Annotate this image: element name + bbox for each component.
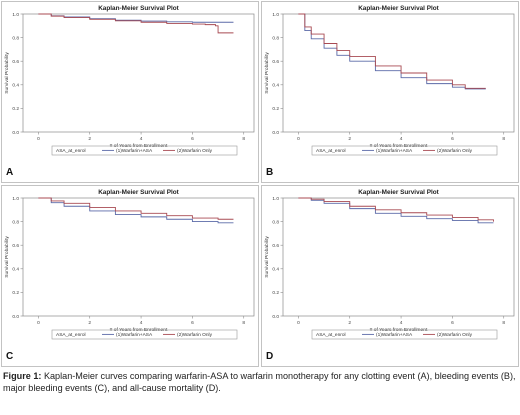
figure-grid: Kaplan-Meier Survival Plot 0.0 0.2 0.4 0.6 0.… bbox=[0, 0, 520, 368]
x-tick-label: 6 bbox=[451, 320, 454, 326]
y-axis-label: Survival Probability bbox=[4, 52, 10, 94]
y-tick-label: 0.4 bbox=[272, 83, 279, 89]
x-tick-label: 2 bbox=[88, 320, 91, 326]
x-tick-label: 2 bbox=[348, 320, 351, 326]
panel-frame bbox=[261, 185, 519, 367]
legend-box bbox=[311, 145, 498, 156]
y-tick-label: 0.6 bbox=[12, 59, 19, 65]
panel-letter: A bbox=[6, 167, 13, 178]
x-tick-label: 4 bbox=[400, 136, 403, 142]
y-tick-label: 0.6 bbox=[272, 243, 279, 249]
plot-area-frame bbox=[22, 197, 255, 317]
x-tick-label: 0 bbox=[297, 136, 300, 142]
legend-title: ASA_at_enrol bbox=[56, 148, 86, 154]
panel-frame bbox=[1, 1, 259, 183]
km-panel-a: Kaplan-Meier Survival Plot 0.0 0.2 0.4 0.6 0.… bbox=[0, 0, 260, 184]
legend-entry: (2)Warfarin Only bbox=[177, 332, 213, 338]
legend-entry: (2)Warfarin Only bbox=[437, 148, 473, 154]
y-tick-label: 0.6 bbox=[272, 59, 279, 65]
panel-letter: B bbox=[266, 167, 273, 178]
series-line-warfarin-asa bbox=[298, 197, 494, 224]
chart-title: Kaplan-Meier Survival Plot bbox=[358, 189, 439, 196]
legend-title: ASA_at_enrol bbox=[56, 332, 86, 338]
km-panel-b: Kaplan-Meier Survival Plot 0.0 0.2 0.4 0.6 0.… bbox=[260, 0, 520, 184]
y-tick-label: 0.0 bbox=[12, 130, 19, 136]
series-line-warfarin-only bbox=[298, 197, 494, 222]
y-tick-label: 0.4 bbox=[12, 267, 19, 273]
legend-entry: (1)Warfarin+ASA bbox=[116, 332, 153, 338]
km-panel-d: Kaplan-Meier Survival Plot 0.0 0.2 0.4 0.6 0.… bbox=[260, 184, 520, 368]
km-plot-svg: Kaplan-Meier Survival Plot 0.0 0.2 0.4 0.6 0.… bbox=[261, 1, 519, 183]
plot-area-frame bbox=[282, 13, 515, 133]
series-line-warfarin-only bbox=[38, 13, 234, 34]
y-tick-label: 0.4 bbox=[12, 83, 19, 89]
y-tick-label: 0.0 bbox=[272, 130, 279, 136]
y-tick-label: 1.0 bbox=[12, 196, 19, 202]
km-plot-svg: Kaplan-Meier Survival Plot 0.0 0.2 0.4 0.6 0.… bbox=[261, 185, 519, 367]
legend-entry: (2)Warfarin Only bbox=[177, 148, 213, 154]
y-tick-label: 0.0 bbox=[12, 314, 19, 320]
y-tick-label: 1.0 bbox=[272, 12, 279, 18]
legend-title: ASA_at_enrol bbox=[316, 332, 346, 338]
y-tick-label: 0.2 bbox=[12, 290, 19, 296]
plot-area-frame bbox=[22, 13, 255, 133]
x-tick-label: 4 bbox=[140, 320, 143, 326]
chart-title: Kaplan-Meier Survival Plot bbox=[98, 5, 179, 12]
y-tick-label: 0.8 bbox=[12, 35, 19, 41]
panel-letter: D bbox=[266, 351, 273, 362]
figure-caption: Figure 1: Kaplan-Meier curves comparing … bbox=[3, 370, 517, 394]
panel-letter: C bbox=[6, 351, 13, 362]
x-tick-label: 8 bbox=[242, 320, 245, 326]
y-axis-label: Survival Probability bbox=[4, 236, 10, 278]
x-tick-label: 4 bbox=[400, 320, 403, 326]
y-tick-label: 0.2 bbox=[272, 290, 279, 296]
x-tick-label: 0 bbox=[297, 320, 300, 326]
series-line-warfarin-only bbox=[298, 13, 486, 89]
x-tick-label: 6 bbox=[191, 136, 194, 142]
x-tick-label: 4 bbox=[140, 136, 143, 142]
series-line-warfarin-only bbox=[38, 197, 234, 220]
y-tick-label: 1.0 bbox=[12, 12, 19, 18]
plot-area-frame bbox=[282, 197, 515, 317]
x-tick-label: 2 bbox=[88, 136, 91, 142]
caption-text: Kaplan-Meier curves comparing warfarin-A… bbox=[3, 371, 516, 393]
y-tick-label: 1.0 bbox=[272, 196, 279, 202]
y-tick-label: 0.6 bbox=[12, 243, 19, 249]
km-plot-svg: Kaplan-Meier Survival Plot 0.0 0.2 0.4 0.6 0.… bbox=[1, 185, 259, 367]
chart-title: Kaplan-Meier Survival Plot bbox=[358, 5, 439, 12]
legend-box bbox=[311, 329, 498, 340]
y-tick-label: 0.8 bbox=[272, 35, 279, 41]
x-tick-label: 6 bbox=[451, 136, 454, 142]
chart-title: Kaplan-Meier Survival Plot bbox=[98, 189, 179, 196]
legend-entry: (2)Warfarin Only bbox=[437, 332, 473, 338]
y-tick-label: 0.0 bbox=[272, 314, 279, 320]
panel-frame bbox=[261, 1, 519, 183]
x-tick-label: 6 bbox=[191, 320, 194, 326]
x-tick-label: 8 bbox=[242, 136, 245, 142]
panel-frame bbox=[1, 185, 259, 367]
km-plot-svg: Kaplan-Meier Survival Plot 0.0 0.2 0.4 0.6 0.… bbox=[1, 1, 259, 183]
x-tick-label: 8 bbox=[502, 320, 505, 326]
series-line-warfarin-asa bbox=[298, 13, 486, 90]
y-tick-label: 0.2 bbox=[272, 106, 279, 112]
y-tick-label: 0.4 bbox=[272, 267, 279, 273]
x-tick-label: 2 bbox=[348, 136, 351, 142]
x-tick-label: 8 bbox=[502, 136, 505, 142]
y-tick-label: 0.8 bbox=[272, 219, 279, 225]
y-axis-label: Survival Probability bbox=[264, 236, 270, 278]
legend-box bbox=[51, 145, 238, 156]
km-panel-c: Kaplan-Meier Survival Plot 0.0 0.2 0.4 0.6 0.… bbox=[0, 184, 260, 368]
legend-entry: (1)Warfarin+ASA bbox=[116, 148, 153, 154]
y-axis-label: Survival Probability bbox=[264, 52, 270, 94]
legend-title: ASA_at_enrol bbox=[316, 148, 346, 154]
x-tick-label: 0 bbox=[37, 136, 40, 142]
legend-entry: (1)Warfarin+ASA bbox=[376, 148, 413, 154]
legend-box bbox=[51, 329, 238, 340]
caption-lead: Figure 1: bbox=[3, 371, 42, 381]
legend-entry: (1)Warfarin+ASA bbox=[376, 332, 413, 338]
series-line-warfarin-asa bbox=[38, 197, 234, 224]
x-tick-label: 0 bbox=[37, 320, 40, 326]
y-tick-label: 0.2 bbox=[12, 106, 19, 112]
y-tick-label: 0.8 bbox=[12, 219, 19, 225]
